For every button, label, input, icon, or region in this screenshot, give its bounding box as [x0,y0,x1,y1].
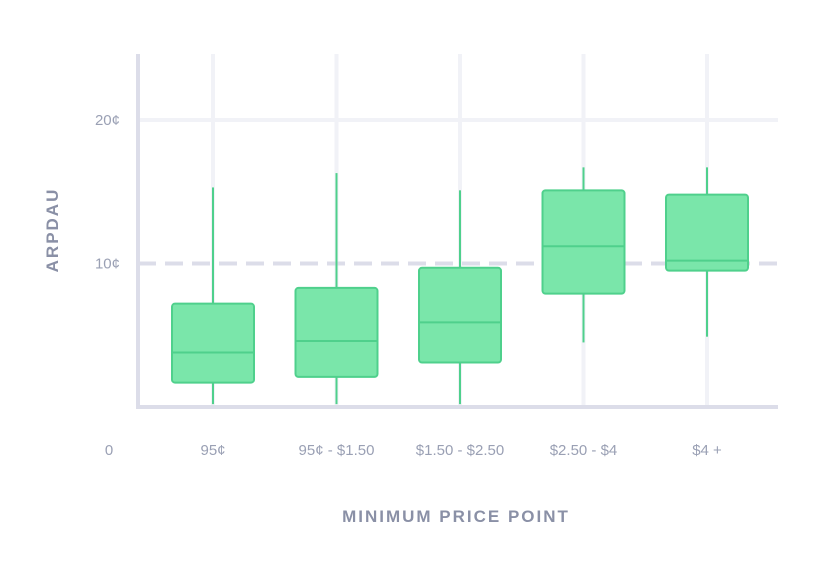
tick-labels: 20¢ 10¢ 0 95¢ 95¢ - $1.50 $1.50 - $2.50 $2.50 … [95,112,722,459]
interquartile-box [418,266,502,364]
y-axis-title: ARPDAU [43,188,62,273]
interquartile-box [294,286,379,378]
box-4 [541,167,626,343]
interquartile-box [541,189,626,295]
x-tick-label: $4 + [692,442,722,459]
boxes-layer [171,167,749,405]
origin-label: 0 [105,442,113,459]
box-3 [418,190,502,405]
y-tick-label: 10¢ [95,256,120,273]
x-tick-label: $2.50 - $4 [550,442,618,459]
interquartile-box [665,193,749,272]
y-tick-label: 20¢ [95,112,120,129]
interquartile-box [171,302,255,384]
x-axis-title: MINIMUM PRICE POINT [342,507,570,526]
axes [136,54,778,409]
x-tick-label: 95¢ [200,442,225,459]
x-tick-label: 95¢ - $1.50 [299,442,375,459]
x-tick-label: $1.50 - $2.50 [416,442,504,459]
box-2 [294,173,379,405]
box-1 [171,187,255,405]
box-5 [665,167,749,337]
